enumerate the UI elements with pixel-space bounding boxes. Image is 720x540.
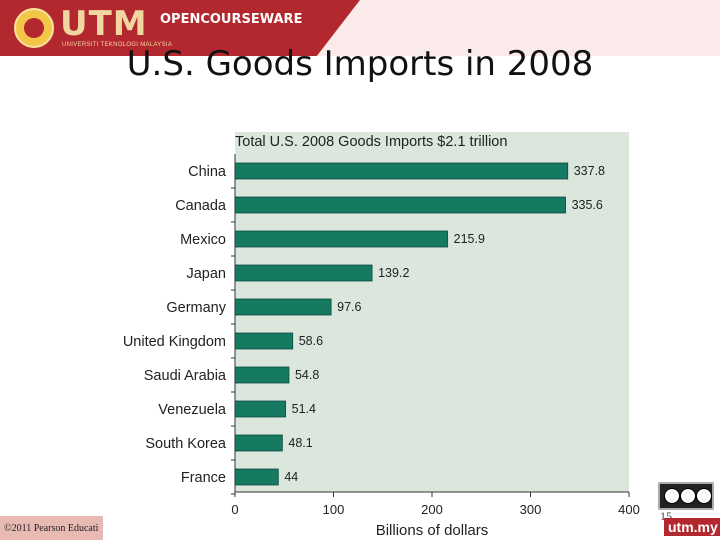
chart-title: Total U.S. 2008 Goods Imports $2.1 trill… xyxy=(235,134,507,150)
x-axis-title: Billions of dollars xyxy=(376,522,489,539)
bar xyxy=(234,468,279,486)
bar-chart: Total U.S. 2008 Goods Imports $2.1 trill… xyxy=(123,132,640,539)
slide-title: U.S. Goods Imports in 2008 xyxy=(126,44,594,84)
x-tick-label: 300 xyxy=(520,502,542,517)
category-label: China xyxy=(188,164,227,180)
bar xyxy=(234,230,449,248)
category-label: France xyxy=(181,470,226,486)
bar-value-label: 51.4 xyxy=(292,402,316,416)
category-label: Venezuela xyxy=(158,402,227,418)
header-brand-block xyxy=(0,0,360,56)
bar-value-label: 44 xyxy=(284,470,298,484)
bar xyxy=(234,366,290,384)
x-tick-label: 100 xyxy=(323,502,345,517)
utm-seal-logo xyxy=(14,8,54,48)
header-banner: UTM UNIVERSITI TEKNOLOGI MALAYSIA OPENCO… xyxy=(0,0,720,56)
copyright-text: ©2011 Pearson Educati xyxy=(4,523,99,534)
creative-commons-badge xyxy=(658,482,714,510)
category-label: South Korea xyxy=(145,436,227,452)
bar-value-label: 335.6 xyxy=(572,198,603,212)
chart-container: Total U.S. 2008 Goods Imports $2.1 trill… xyxy=(103,126,660,540)
bar xyxy=(234,264,373,282)
bar-value-label: 139.2 xyxy=(378,266,409,280)
utm-logo-text: UTM xyxy=(60,4,148,44)
bar xyxy=(234,298,332,316)
category-label: Japan xyxy=(186,266,226,282)
category-label: United Kingdom xyxy=(123,334,226,350)
cc-icon xyxy=(664,488,680,504)
by-icon xyxy=(680,488,696,504)
bar xyxy=(234,400,287,418)
nc-icon xyxy=(696,488,712,504)
bar-value-label: 97.6 xyxy=(337,300,361,314)
bar xyxy=(234,434,283,452)
category-label: Saudi Arabia xyxy=(144,368,227,384)
bar-value-label: 215.9 xyxy=(454,232,485,246)
utm-my-label: utm.my xyxy=(664,518,720,536)
bar-value-label: 337.8 xyxy=(574,164,605,178)
x-tick-label: 200 xyxy=(421,502,443,517)
bar xyxy=(234,162,569,180)
footer-strip xyxy=(0,516,103,540)
category-label: Germany xyxy=(166,300,226,316)
bar-value-label: 48.1 xyxy=(288,436,312,450)
x-tick-label: 0 xyxy=(231,502,238,517)
bar-value-label: 58.6 xyxy=(299,334,323,348)
utm-logo-subtitle: UNIVERSITI TEKNOLOGI MALAYSIA xyxy=(62,42,173,48)
bar xyxy=(234,332,294,350)
opencourseware-label: OPENCOURSEWARE xyxy=(160,12,303,27)
bar-value-label: 54.8 xyxy=(295,368,319,382)
bar xyxy=(234,196,566,214)
category-label: Canada xyxy=(175,198,227,214)
category-label: Mexico xyxy=(180,232,226,248)
x-tick-label: 400 xyxy=(618,502,640,517)
